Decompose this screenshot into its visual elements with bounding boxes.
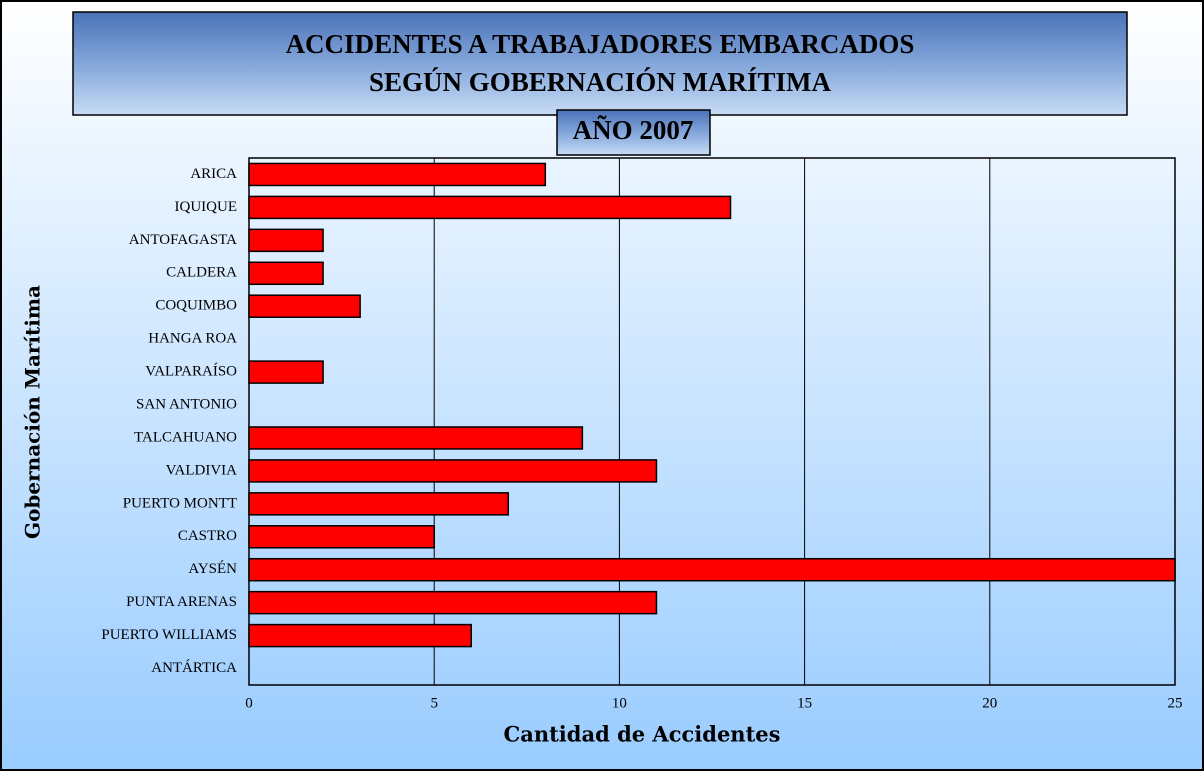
y-tick-label: PUERTO WILLIAMS	[101, 627, 237, 643]
y-tick-label: PUERTO MONTT	[123, 495, 237, 511]
x-axis-title: Cantidad de Accidentes	[504, 722, 781, 747]
y-axis-title: Gobernación Marítima	[21, 285, 45, 539]
x-tick-label: 5	[430, 695, 438, 711]
y-tick-label: SAN ANTONIO	[136, 396, 237, 412]
y-tick-label: ARICA	[190, 166, 237, 182]
bar	[248, 557, 1176, 582]
y-tick-label: CASTRO	[178, 528, 237, 544]
x-tick-label: 10	[612, 695, 627, 711]
y-tick-label: VALPARAÍSO	[145, 363, 237, 380]
y-tick-label: AYSÉN	[188, 560, 237, 577]
bar	[248, 459, 658, 483]
y-tick-label: TALCAHUANO	[134, 429, 237, 445]
x-tick-label: 15	[797, 695, 812, 711]
bar	[248, 261, 324, 286]
x-tick-label: 0	[245, 695, 253, 711]
bar	[248, 492, 510, 516]
y-tick-label: CALDERA	[166, 265, 237, 281]
y-tick-label: COQUIMBO	[155, 298, 237, 314]
bar	[248, 228, 324, 253]
bar	[248, 162, 547, 187]
bar	[248, 294, 361, 318]
bar	[248, 525, 435, 549]
chart-title: ACCIDENTES A TRABAJADORES EMBARCADOS	[286, 29, 915, 59]
y-tick-label: ANTOFAGASTA	[129, 232, 237, 248]
x-tick-label: 25	[1168, 695, 1183, 711]
chart-subtitle: AÑO 2007	[573, 115, 694, 145]
y-tick-label: PUNTA ARENAS	[126, 594, 237, 610]
chart-title: SEGÚN GOBERNACIÓN MARÍTIMA	[369, 67, 832, 97]
y-tick-label: VALDIVIA	[166, 462, 238, 478]
bar	[248, 426, 584, 450]
y-tick-label: IQUIQUE	[175, 199, 237, 215]
subtitle-box	[556, 109, 711, 156]
bar	[248, 590, 658, 615]
title-box	[72, 11, 1128, 116]
bar	[248, 195, 732, 220]
bar	[248, 360, 324, 384]
y-tick-label: HANGA ROA	[148, 331, 237, 347]
x-tick-label: 20	[982, 695, 997, 711]
plot-border	[248, 157, 1176, 686]
y-tick-label: ANTÁRTICA	[151, 659, 237, 676]
bar	[248, 623, 472, 648]
